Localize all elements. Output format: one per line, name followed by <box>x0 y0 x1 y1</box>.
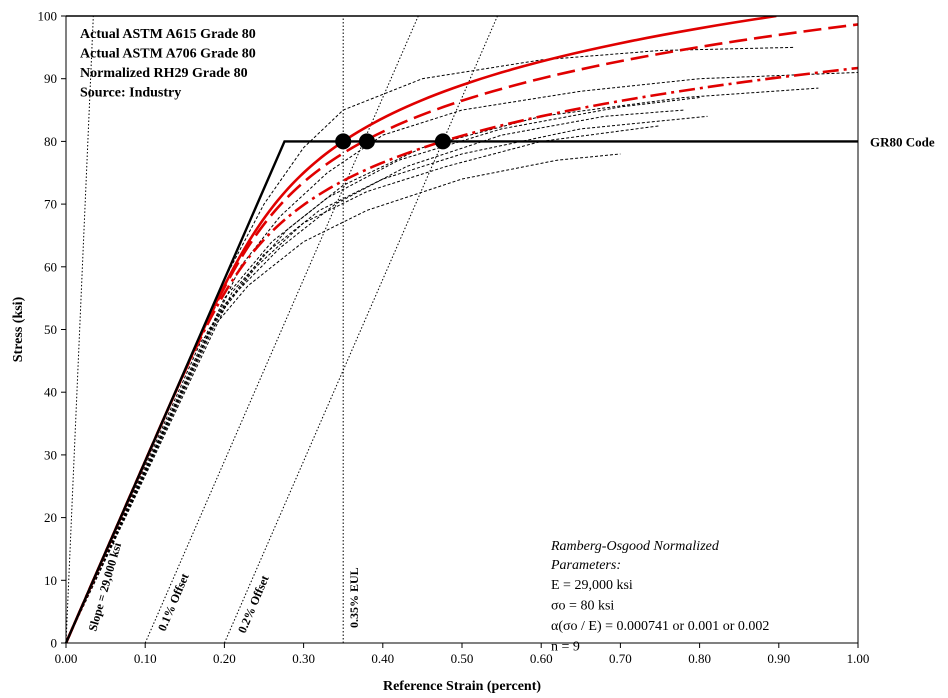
yield-points <box>335 133 451 150</box>
code-curve-line <box>64 140 858 644</box>
reference-line-1 <box>66 16 94 643</box>
yield-point-1 <box>335 133 352 150</box>
y-tick-label: 10 <box>44 573 57 588</box>
x-tick-label: 1.00 <box>847 651 870 666</box>
y-tick-label: 40 <box>44 385 57 400</box>
ramberg-osgood-curve-2 <box>66 23 858 643</box>
ramberg-osgood-curve-3 <box>66 66 858 643</box>
ramberg-osgood-curves <box>66 16 858 643</box>
code-curve-label: GR80 Code <box>870 134 935 149</box>
parameters-title-cont: Parameters: <box>550 558 621 573</box>
x-tick-label: 0.60 <box>530 651 553 666</box>
reference-line-label-4: 0.35% EUL <box>347 567 361 628</box>
y-tick-label: 20 <box>44 510 57 525</box>
x-tick-label: 0.90 <box>767 651 790 666</box>
x-tick-label: 0.50 <box>451 651 474 666</box>
industry-curve-6 <box>65 87 819 644</box>
parameter-line-3: α(σo / E) = 0.000741 or 0.001 or 0.002 <box>551 619 769 634</box>
y-tick-label: 50 <box>44 322 57 337</box>
industry-curve-5 <box>65 125 661 644</box>
y-tick-label: 0 <box>51 636 58 651</box>
industry-curve-2 <box>65 71 859 644</box>
axes: 0.00 0.10 0.20 0.30 0.40 0.50 0.60 0.70 0.80 0.90… <box>38 9 870 667</box>
annotations: Reference Strain (percent) Stress (ksi) Ac… <box>11 27 935 694</box>
legend-line-3: Normalized RH29 Grade 80 <box>80 66 248 81</box>
x-tick-label: 0.70 <box>609 651 632 666</box>
y-tick-label: 100 <box>38 9 58 24</box>
x-tick-label: 0.40 <box>371 651 394 666</box>
x-tick-label: 0.80 <box>688 651 711 666</box>
y-tick-label: 90 <box>44 71 57 86</box>
reference-line-3 <box>223 16 498 643</box>
x-tick-label: 0.10 <box>134 651 157 666</box>
x-tick-label: 0.30 <box>292 651 315 666</box>
parameters-title: Ramberg-Osgood Normalized <box>550 539 720 554</box>
yield-point-2 <box>358 133 375 150</box>
industry-curve-7 <box>65 153 621 644</box>
legend-line-1: Actual ASTM A615 Grade 80 <box>80 27 256 42</box>
reference-line-2 <box>144 16 419 643</box>
code-curve <box>64 140 858 644</box>
x-axis-title: Reference Strain (percent) <box>383 679 541 694</box>
parameter-line-1: E = 29,000 ksi <box>551 578 633 593</box>
x-tick-label: 0.20 <box>213 651 236 666</box>
reference-line-label-3: 0.2% Offset <box>235 573 272 635</box>
y-tick-label: 70 <box>44 197 57 212</box>
legend-line-4: Source: Industry <box>80 86 181 101</box>
x-tick-label: 0.00 <box>55 651 78 666</box>
industry-curve-4 <box>65 115 708 644</box>
parameter-line-2: σo = 80 ksi <box>551 599 614 614</box>
industry-curve-8 <box>65 109 684 644</box>
y-axis-title: Stress (ksi) <box>11 296 26 362</box>
parameter-line-4: n = 9 <box>551 640 580 655</box>
reference-line-label-2: 0.1% Offset <box>155 571 192 633</box>
reference-lines <box>66 16 498 643</box>
y-tick-label: 60 <box>44 259 57 274</box>
industry-curve-3 <box>65 97 700 644</box>
y-tick-label: 80 <box>44 134 57 149</box>
y-tick-label: 30 <box>44 447 57 462</box>
legend-line-2: Actual ASTM A706 Grade 80 <box>80 47 256 62</box>
yield-point-3 <box>434 133 451 150</box>
